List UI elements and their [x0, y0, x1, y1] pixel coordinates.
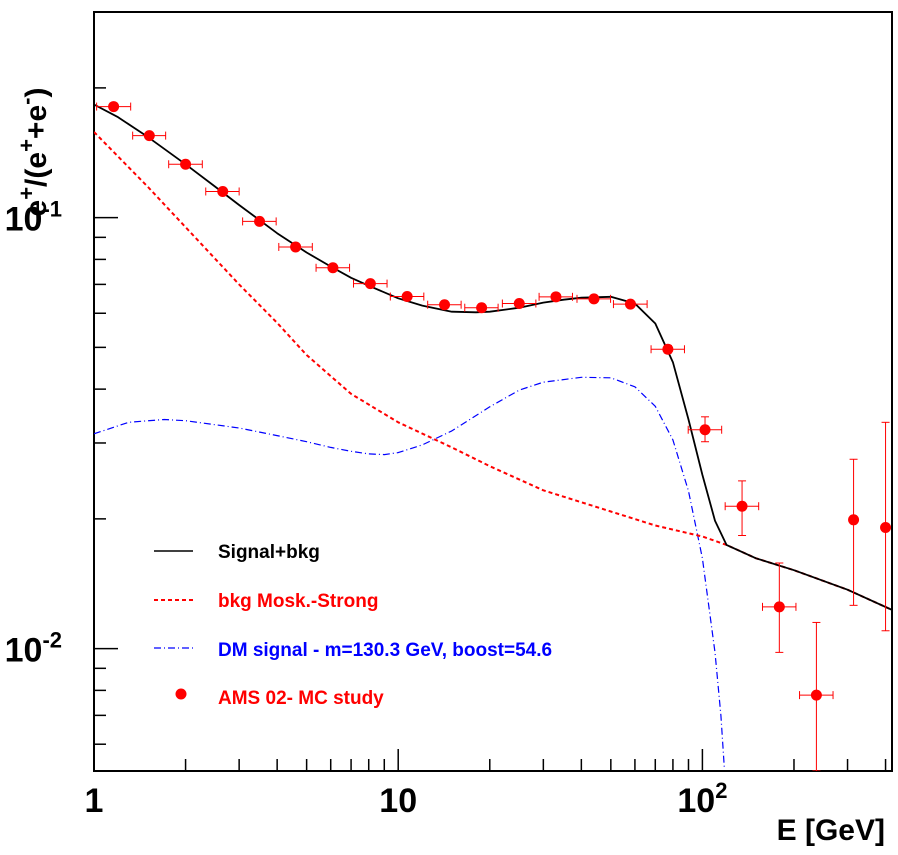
data-point: [588, 293, 600, 305]
data-point: [513, 298, 525, 310]
data-point: [736, 500, 748, 512]
data-point: [254, 215, 266, 227]
data-point: [699, 424, 711, 436]
data-point: [662, 343, 674, 355]
data-point: [476, 302, 488, 314]
data-point: [550, 291, 562, 303]
data-point: [439, 299, 451, 311]
legend-label-signal-bkg: Signal+bkg: [218, 542, 320, 563]
data-point: [624, 298, 636, 310]
data-point: [401, 291, 413, 303]
legend-label-dm-signal: DM signal - m=130.3 GeV, boost=54.6: [218, 640, 552, 661]
data-point: [143, 130, 155, 142]
legend-item-ams-02-mc-study: AMS 02- MC study: [175, 688, 384, 709]
minor-ticks: [93, 87, 887, 771]
y-tick-label: 10-2: [5, 628, 62, 670]
legend-label-ams-02-mc-study: AMS 02- MC study: [218, 688, 384, 709]
data-point: [880, 521, 892, 533]
legend-label-bkg-mosk-strong: bkg Mosk.-Strong: [218, 591, 378, 612]
data-point: [217, 185, 229, 197]
legend-swatch-ams-02-mc-study: [175, 688, 187, 700]
data-point: [180, 158, 192, 170]
x-tick-labels: 1 10 102: [85, 778, 728, 820]
x-tick-label: 102: [677, 778, 727, 820]
series-line-2: [94, 376, 725, 768]
y-tick-label: 10-1: [5, 197, 62, 239]
x-axis-label: E [GeV]: [777, 814, 885, 847]
x-tick-label: 1: [85, 782, 104, 820]
series-layer: [94, 101, 892, 771]
data-point: [108, 101, 120, 113]
data-point: [848, 514, 860, 526]
plot-frame: [93, 11, 893, 772]
legend: Signal+bkg bkg Mosk.-Strong DM signal - …: [154, 542, 552, 709]
series-line-0: [94, 103, 892, 611]
data-points: [96, 101, 892, 771]
data-point: [290, 241, 302, 253]
legend-item-bkg-mosk-strong: bkg Mosk.-Strong: [154, 591, 378, 612]
y-axis-label: e+/(e++e-): [14, 88, 53, 217]
legend-item-dm-signal: DM signal - m=130.3 GeV, boost=54.6: [154, 640, 552, 661]
y-tick-labels: 10-1 10-2: [5, 197, 62, 670]
data-point: [327, 262, 339, 274]
legend-item-signal-bkg: Signal+bkg: [154, 542, 320, 563]
data-point: [773, 601, 785, 613]
x-tick-label: 10: [379, 782, 417, 820]
data-point: [810, 689, 822, 701]
data-point: [364, 278, 376, 290]
series-line-1: [94, 131, 892, 611]
